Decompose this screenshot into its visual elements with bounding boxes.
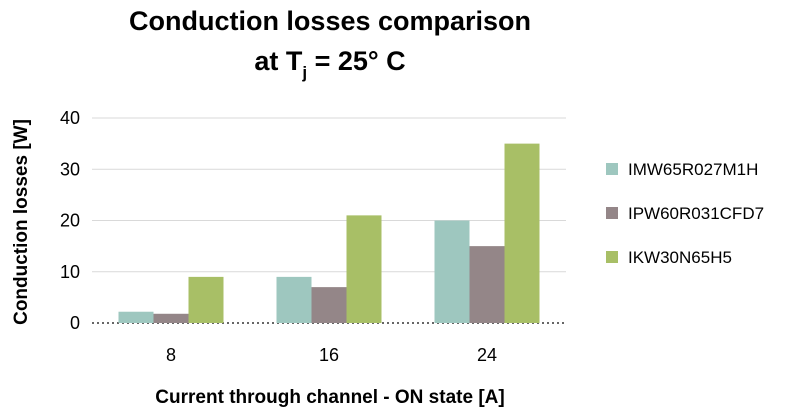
bar — [276, 276, 312, 323]
y-axis-title: Conduction losses [W] — [11, 119, 32, 325]
y-tick-label: 0 — [70, 313, 80, 333]
legend-label: IPW60R031CFD7 — [628, 204, 764, 223]
y-tick-label: 40 — [60, 108, 80, 128]
chart-title-line1: Conduction losses comparison — [129, 6, 531, 36]
bars — [118, 143, 540, 323]
bar — [311, 287, 347, 323]
bar — [469, 246, 505, 323]
y-tick-label: 10 — [60, 262, 80, 282]
legend-swatch — [606, 207, 618, 219]
bar — [434, 220, 470, 323]
bar — [188, 276, 224, 323]
bar — [504, 143, 540, 323]
legend-swatch — [606, 251, 618, 263]
legend-swatch — [606, 163, 618, 175]
x-tick-label: 16 — [319, 345, 339, 365]
chart-title-line2: at Tj = 25° C — [254, 46, 405, 82]
bar — [153, 313, 189, 323]
y-tick-label: 30 — [60, 159, 80, 179]
y-axis-ticks: 0 10 20 30 40 — [60, 108, 80, 333]
legend-label: IKW30N65H5 — [628, 248, 732, 267]
legend: IMW65R027M1H IPW60R031CFD7 IKW30N65H5 — [606, 160, 764, 267]
y-tick-label: 20 — [60, 211, 80, 231]
bar — [346, 215, 382, 323]
bar — [118, 311, 154, 323]
title-prefix: at T — [254, 46, 303, 76]
x-tick-label: 24 — [477, 345, 497, 365]
x-tick-label: 8 — [166, 345, 176, 365]
legend-label: IMW65R027M1H — [628, 160, 758, 179]
x-axis-ticks: 8 16 24 — [166, 345, 497, 365]
title-subscript: j — [301, 63, 307, 82]
title-suffix: = 25° C — [307, 46, 406, 76]
x-axis-title: Current through channel - ON state [A] — [155, 387, 504, 408]
